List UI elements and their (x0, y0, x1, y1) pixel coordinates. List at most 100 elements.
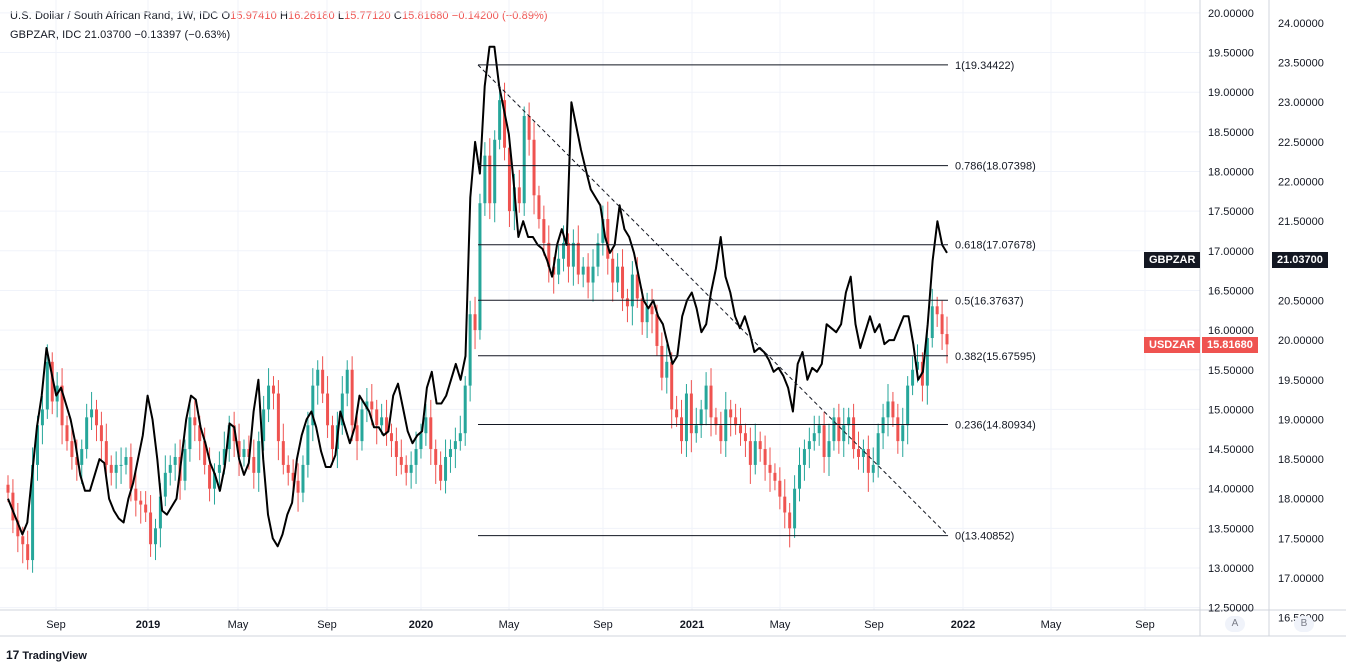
time-axis-label: 2019 (136, 619, 160, 631)
candle-body (330, 425, 334, 450)
candle-body (945, 334, 949, 345)
candle-body (832, 417, 836, 442)
candle-body (886, 401, 890, 418)
left-axis-tick-label: 12.50000 (1208, 603, 1254, 615)
left-axis-tick-label: 20.00000 (1208, 8, 1254, 20)
time-axis-label: May (499, 619, 520, 631)
candle-body (168, 464, 172, 473)
candle-body (434, 449, 438, 465)
candle-body (640, 298, 644, 323)
candle-body (321, 369, 325, 394)
right-axis-tick-label: 17.50000 (1278, 533, 1324, 545)
left-axis-tick-label: 17.50000 (1208, 206, 1254, 218)
tradingview-logo[interactable]: 17 TradingView (6, 648, 87, 662)
candle-body (768, 464, 772, 473)
candle-body (114, 464, 118, 473)
candle-body (532, 139, 536, 196)
right-axis-tick-label: 18.00000 (1278, 494, 1324, 506)
candle-body (586, 266, 590, 283)
time-axis-label: 2022 (951, 619, 975, 631)
candle-body (21, 536, 25, 545)
candle-body (675, 409, 679, 418)
candle-body (345, 369, 349, 394)
fib-level-label: 0.382(15.67595) (955, 351, 1036, 363)
candle-body (203, 441, 207, 465)
candle-body (158, 496, 162, 529)
candle-body (611, 258, 615, 283)
candle-body (817, 425, 821, 434)
candle-body (380, 417, 384, 426)
right-axis-tick-label: 22.00000 (1278, 177, 1324, 189)
candle-body (734, 417, 738, 426)
fib-level-label: 0(13.40852) (955, 531, 1014, 543)
candle-body (621, 266, 625, 299)
left-axis-tick-label: 14.50000 (1208, 444, 1254, 456)
right-axis-tick-label: 23.50000 (1278, 58, 1324, 70)
left-axis-tick-label: 17.00000 (1208, 246, 1254, 258)
high-label: H (279, 10, 288, 22)
candle-body (788, 512, 792, 529)
right-axis-tick-label: 20.50000 (1278, 295, 1324, 307)
candle-body (458, 433, 462, 442)
candle-body (149, 512, 153, 545)
candle-body (257, 441, 261, 473)
right-scale-button[interactable]: B (1294, 616, 1314, 632)
candle-body (31, 464, 35, 561)
candle-body (483, 155, 487, 204)
candle-body (80, 449, 84, 465)
gbpzar-price-tag: 21.03700 (1272, 252, 1328, 268)
left-axis-tick-label: 13.00000 (1208, 563, 1254, 575)
right-axis-tick-label: 17.00000 (1278, 573, 1324, 585)
candle-body (527, 115, 531, 140)
candle-body (645, 306, 649, 323)
candle-body (429, 417, 433, 450)
candle-body (281, 441, 285, 465)
candle-body (267, 385, 271, 410)
candle-body (40, 409, 44, 426)
right-axis-tick-label: 21.50000 (1278, 216, 1324, 228)
tradingview-logo-icon: 17 (6, 648, 20, 662)
candle-body (463, 385, 467, 434)
compare-series-value: 21.03700 (84, 29, 132, 41)
candle-body (306, 425, 310, 465)
candle-body (601, 219, 605, 243)
candle-body (807, 441, 811, 450)
time-axis-label: May (770, 619, 791, 631)
candle-body (822, 425, 826, 457)
candle-body (129, 456, 133, 489)
candle-body (50, 361, 54, 402)
candle-body (562, 242, 566, 259)
candle-body (507, 147, 511, 212)
candle-body (866, 449, 870, 473)
candle-body (90, 409, 94, 418)
candle-body (188, 417, 192, 450)
open-label: O (221, 10, 231, 22)
candle-body (252, 456, 256, 473)
candle-body (896, 417, 900, 442)
candle-body (163, 472, 167, 497)
candle-body (365, 401, 369, 410)
candle-body (930, 306, 934, 339)
fib-level-label: 0.236(14.80934) (955, 420, 1036, 432)
candle-body (85, 417, 89, 450)
right-axis-tick-label: 20.00000 (1278, 335, 1324, 347)
candle-body (739, 425, 743, 434)
candle-body (439, 464, 443, 481)
candle-body (326, 393, 330, 426)
candle-body (812, 433, 816, 442)
left-scale-button[interactable]: A (1225, 616, 1245, 632)
candle-body (350, 369, 354, 426)
fib-level-label: 0.786(18.07398) (955, 161, 1036, 173)
left-axis-tick-label: 18.50000 (1208, 127, 1254, 139)
left-axis-tick-label: 19.00000 (1208, 87, 1254, 99)
candle-body (222, 449, 226, 465)
candle-body (650, 306, 654, 315)
left-axis-tick-label: 13.50000 (1208, 523, 1254, 535)
candle-body (724, 409, 728, 442)
candle-body (183, 449, 187, 481)
candle-body (286, 464, 290, 473)
candle-body (925, 338, 929, 386)
candle-body (783, 496, 787, 513)
candle-body (35, 425, 39, 465)
